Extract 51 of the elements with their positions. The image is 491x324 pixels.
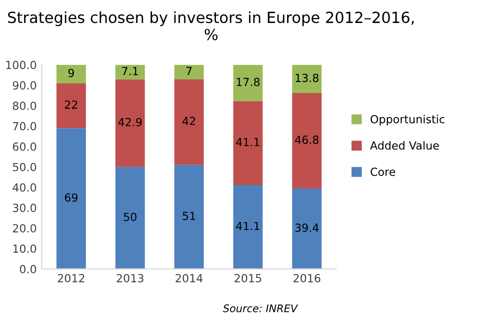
bar bbox=[292, 64, 322, 93]
x-tick-label: 2015 bbox=[234, 274, 262, 282]
data-label: 22 bbox=[64, 100, 78, 109]
bar bbox=[233, 64, 263, 102]
data-label: 50 bbox=[124, 212, 136, 222]
y-tick-label: 30.0 bbox=[12, 204, 36, 212]
data-label: 51 bbox=[182, 212, 196, 220]
bar bbox=[115, 64, 145, 80]
y-tick-label: 40.0 bbox=[12, 183, 36, 192]
data-label: 42.9 bbox=[118, 118, 142, 126]
legend-label: Core bbox=[370, 168, 396, 176]
legend-label: Opportunistic bbox=[370, 114, 444, 126]
data-label: 41.1 bbox=[236, 138, 260, 146]
bar bbox=[292, 92, 322, 188]
bar bbox=[174, 64, 204, 80]
data-label: 41.1 bbox=[236, 222, 260, 230]
bar bbox=[115, 79, 145, 167]
y-tick-label: 70.0 bbox=[13, 122, 36, 130]
data-label: 17.8 bbox=[236, 78, 260, 86]
y-tick-label: 0.0 bbox=[20, 264, 36, 274]
x-tick-label: 2012 bbox=[58, 274, 84, 282]
bar bbox=[56, 128, 86, 269]
source-note: Source: INREV bbox=[222, 304, 298, 312]
data-label: 7 bbox=[186, 66, 192, 76]
bar bbox=[292, 188, 322, 269]
x-tick-label: 2014 bbox=[176, 274, 203, 282]
bar bbox=[233, 185, 263, 269]
data-label: 13.8 bbox=[296, 74, 318, 82]
bar bbox=[56, 64, 86, 84]
y-tick-label: 80.0 bbox=[12, 102, 36, 110]
data-label: 7.1 bbox=[122, 67, 138, 76]
bar bbox=[174, 164, 204, 269]
bar bbox=[115, 166, 145, 269]
data-label: 42 bbox=[182, 116, 195, 126]
data-label: 69 bbox=[64, 193, 78, 202]
x-tick-label: 2016 bbox=[294, 274, 320, 282]
y-tick-label: 60.0 bbox=[12, 142, 36, 151]
data-label: 46.8 bbox=[295, 136, 318, 144]
x-tick-label: 2013 bbox=[116, 274, 144, 282]
chart-title: Strategies chosen by investors in Europe 2012–2016, % bbox=[8, 11, 414, 40]
data-label: 9 bbox=[68, 68, 74, 78]
y-tick-label: 20.0 bbox=[12, 224, 36, 232]
y-tick-label: 10.0 bbox=[13, 244, 36, 253]
data-label: 39.4 bbox=[295, 224, 319, 232]
legend-label: Added Value bbox=[370, 141, 439, 150]
bar bbox=[174, 79, 204, 165]
y-tick-label: 100.0 bbox=[6, 60, 36, 70]
bar bbox=[56, 83, 86, 128]
bar bbox=[233, 101, 263, 186]
y-tick-label: 50.0 bbox=[12, 162, 36, 172]
y-tick-label: 90.0 bbox=[12, 81, 36, 90]
